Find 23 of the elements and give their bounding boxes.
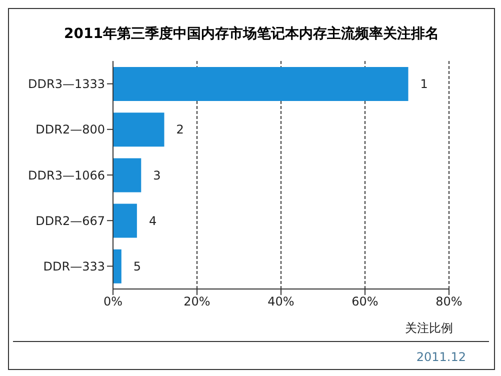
x-tick-label: 60% <box>352 294 378 309</box>
annotation: 3 <box>153 168 161 182</box>
x-tick-label: 20% <box>184 294 210 309</box>
chart-title: 2011年第三季度中国内存市场笔记本内存主流频率关注排名 <box>63 25 440 43</box>
bar <box>113 158 142 192</box>
y-tick-label: DDR3—1333 <box>28 77 105 92</box>
y-tick-label: DDR2—667 <box>36 214 105 228</box>
x-axis-title: 关注比例 <box>405 320 453 337</box>
bar <box>113 112 164 147</box>
x-tick-label: 80% <box>436 294 462 309</box>
x-tick-label: 40% <box>268 294 294 309</box>
y-tick-label: DDR3—1066 <box>28 168 105 182</box>
bar <box>113 204 137 238</box>
y-tick-label: DDR—333 <box>43 259 105 274</box>
bar <box>113 249 122 284</box>
annotation: 1 <box>420 77 428 92</box>
y-tick-label: DDR2—800 <box>36 122 105 137</box>
annotation: 5 <box>133 259 142 274</box>
bar <box>113 67 408 101</box>
x-tick-label: 0% <box>103 294 123 309</box>
text: 2011.12 <box>416 350 466 364</box>
annotation: 2 <box>176 122 184 137</box>
annotation: 4 <box>148 214 157 228</box>
